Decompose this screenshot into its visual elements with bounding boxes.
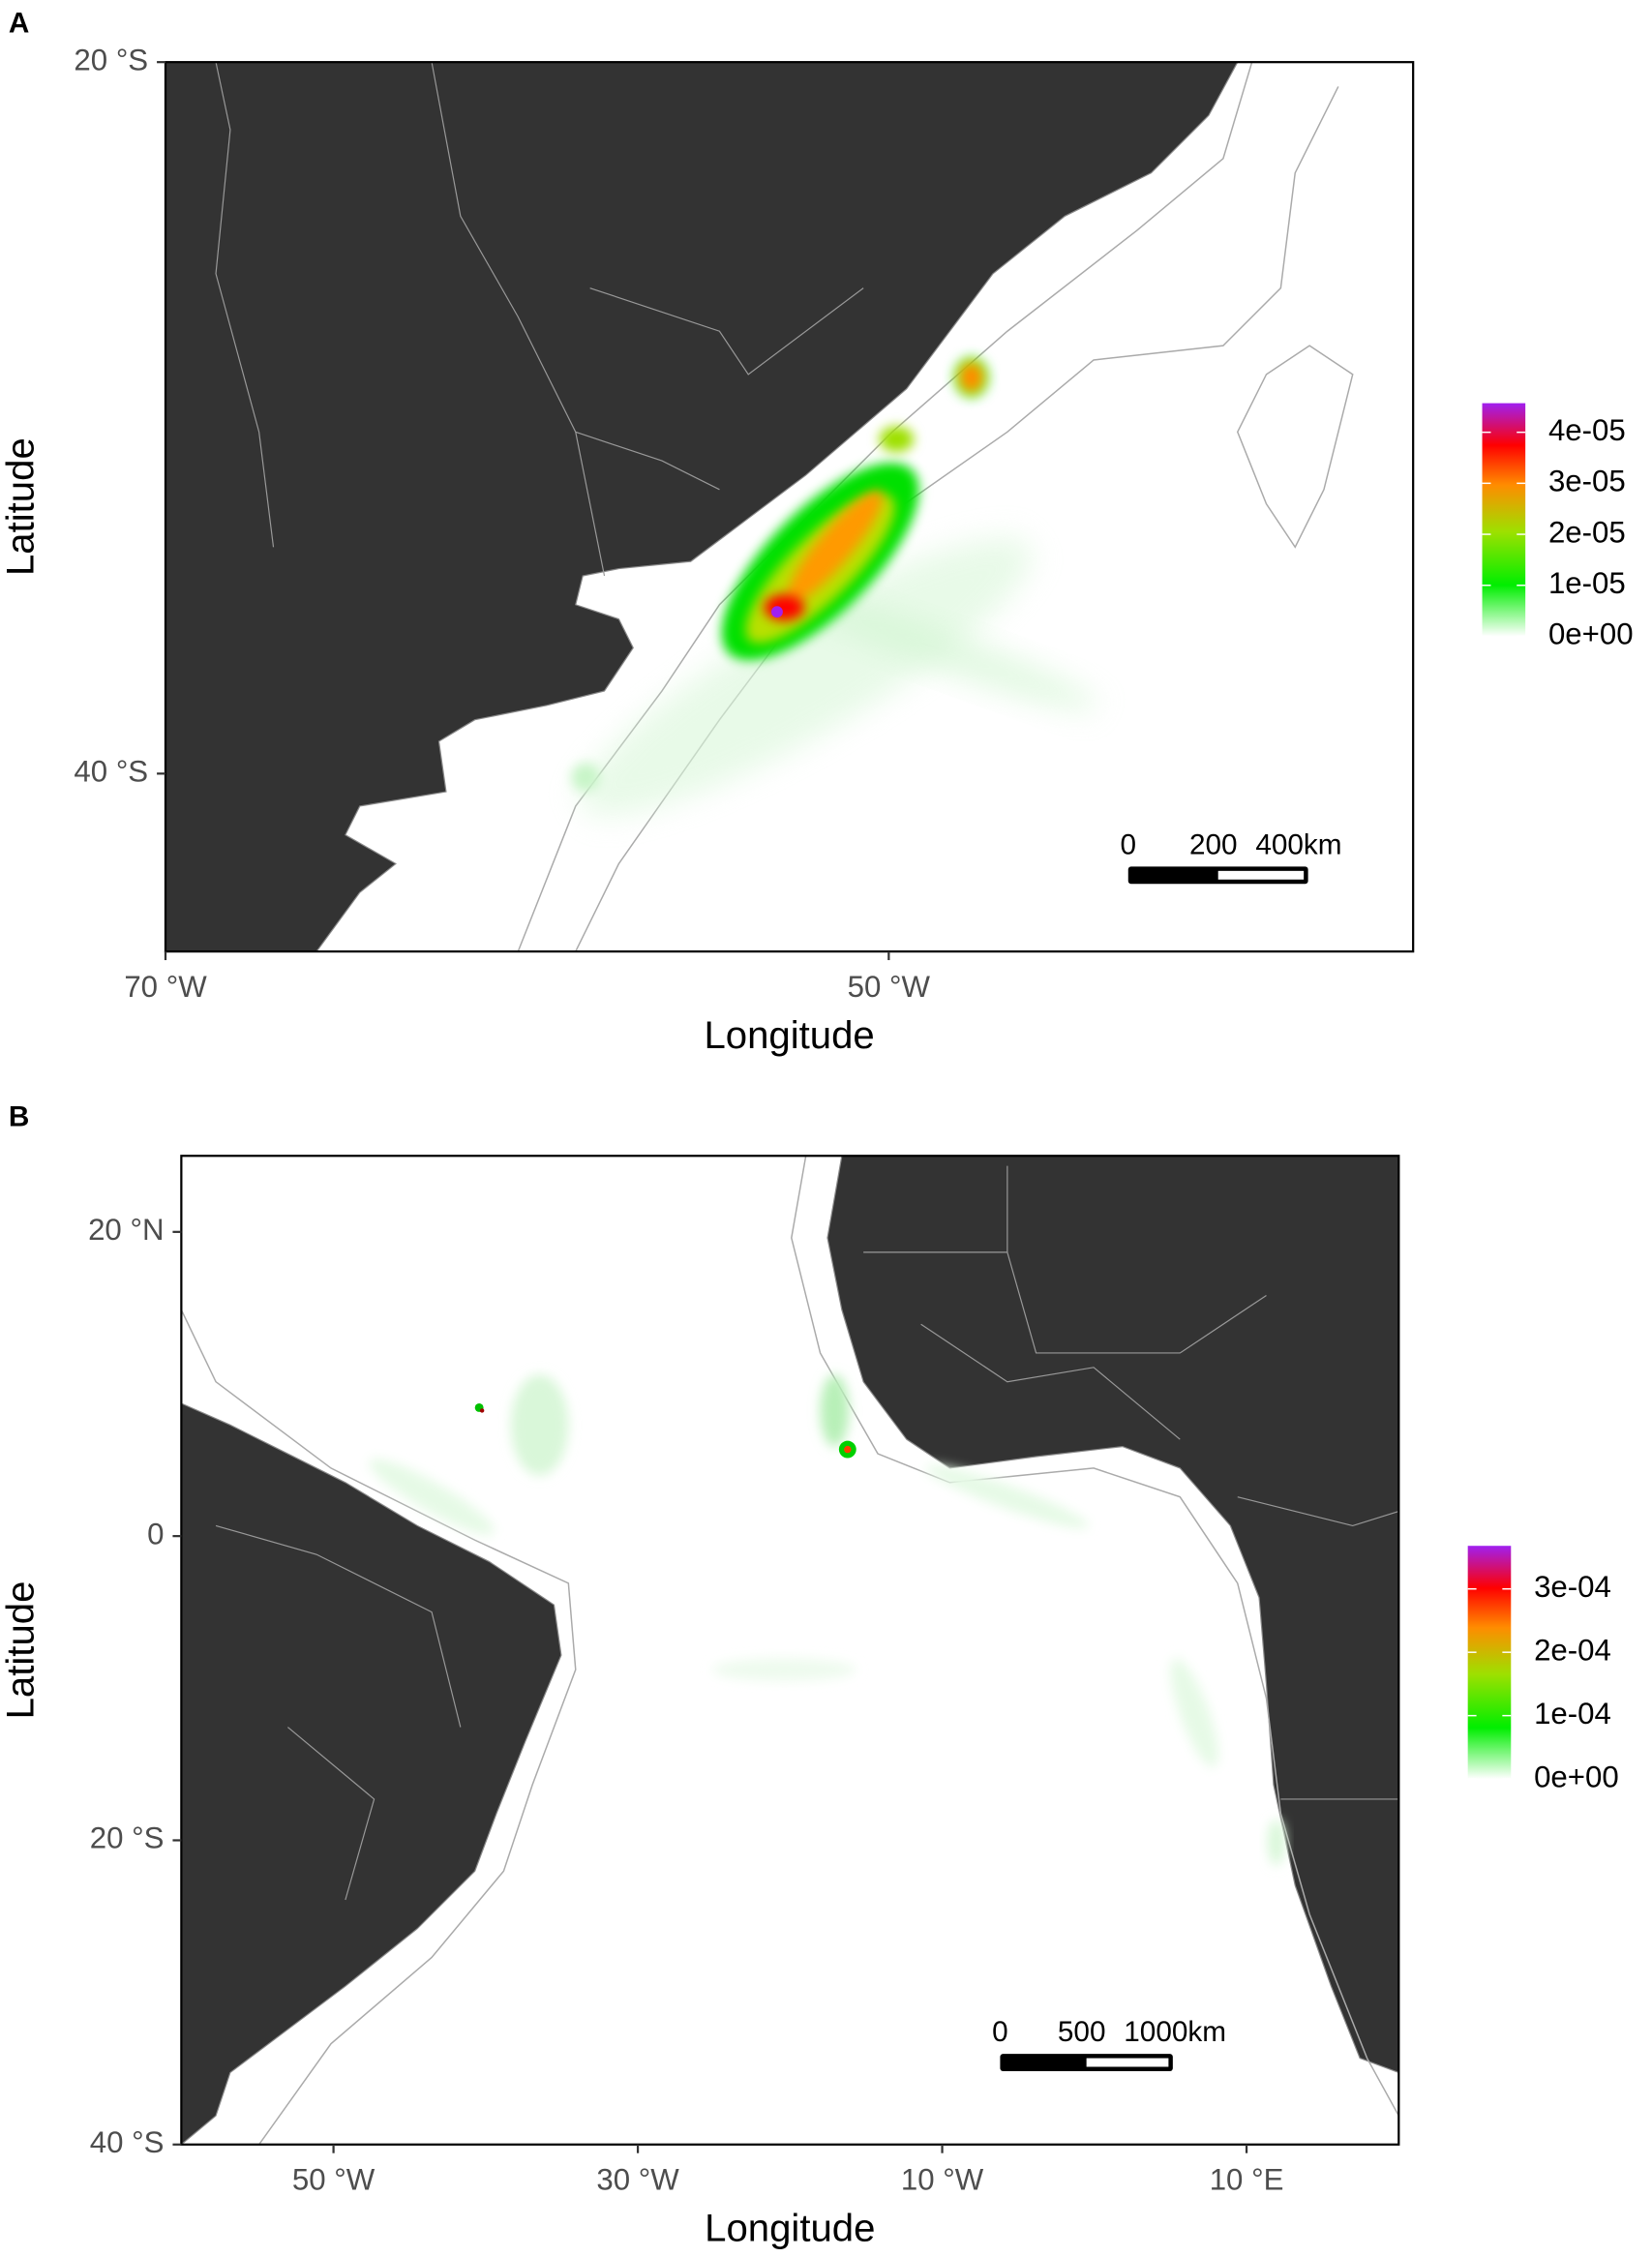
y-tick-label: 20 °S: [90, 1821, 165, 1855]
x-tick-label: 50 °W: [848, 970, 931, 1004]
panel-border: [164, 61, 1415, 953]
y-tick-label: 20 °N: [88, 1213, 164, 1247]
contour: [181, 1309, 577, 2145]
borders: [215, 1165, 1399, 1901]
x-tick-label: 10 °E: [1210, 2163, 1284, 2197]
contour: [1236, 345, 1354, 549]
x-tick-label: 10 °W: [901, 2163, 984, 2197]
map-b: [181, 1156, 1399, 2145]
y-axis-title: Latitude: [0, 437, 42, 576]
land: [826, 1156, 1399, 2074]
scale-bar-label: 1000km: [1124, 2016, 1226, 2048]
panel-border: [180, 1155, 1400, 2146]
y-tick-label: 40 °S: [90, 2125, 165, 2159]
land: [165, 62, 1239, 952]
legend-label: 2e-04: [1534, 1633, 1611, 1667]
scale-bar-half: [1217, 870, 1305, 880]
density: [571, 357, 1098, 816]
legend-label: 3e-05: [1548, 465, 1626, 498]
x-axis-title: Longitude: [704, 1013, 874, 1057]
legend-label: 2e-05: [1548, 515, 1626, 549]
x-axis-title: Longitude: [705, 2207, 875, 2250]
legend-label: 1e-04: [1534, 1697, 1611, 1730]
x-tick-label: 70 °W: [124, 970, 207, 1004]
colorbar: [1482, 403, 1526, 637]
map-a: [165, 62, 1414, 952]
legend-label: 3e-04: [1534, 1570, 1611, 1604]
density: [369, 1374, 1285, 1866]
scale-bar-label: 0: [992, 2016, 1008, 2048]
y-tick-label: 0: [147, 1517, 164, 1550]
y-axis-title: Latitude: [0, 1581, 42, 1720]
legend-label: 4e-05: [1548, 413, 1626, 447]
panel-label: A: [9, 7, 29, 39]
land: [181, 1402, 562, 2145]
y-tick-label: 20 °S: [74, 43, 148, 76]
scale-bar-label: 200: [1189, 828, 1238, 860]
legend-label: 1e-05: [1548, 566, 1626, 600]
scale-bar-half: [1086, 2058, 1169, 2067]
x-tick-label: 50 °W: [292, 2163, 375, 2197]
contour: [791, 1156, 1399, 2117]
scale-bar-label: 500: [1058, 2016, 1106, 2048]
scale-bar-label: 400km: [1255, 828, 1341, 860]
y-tick-label: 40 °S: [74, 755, 148, 789]
borders: [215, 62, 864, 577]
scale-bar-label: 0: [1120, 828, 1136, 860]
panel-label: B: [9, 1100, 29, 1132]
x-tick-label: 30 °W: [596, 2163, 679, 2197]
legend-label: 0e+00: [1534, 1760, 1619, 1793]
colorbar: [1467, 1546, 1512, 1780]
legend-label: 0e+00: [1548, 617, 1634, 651]
